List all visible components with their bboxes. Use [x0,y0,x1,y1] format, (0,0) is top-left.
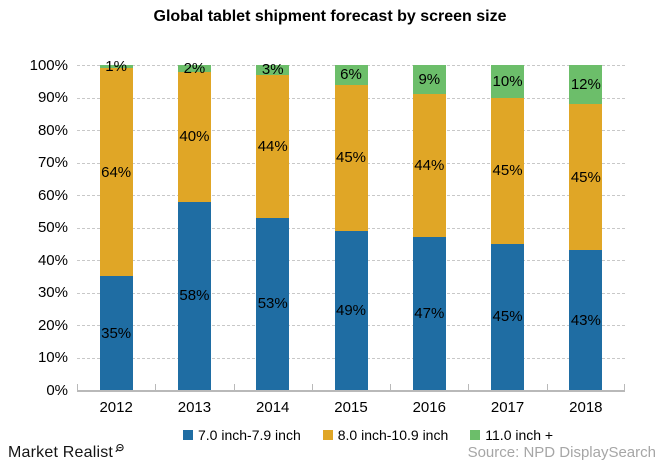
legend-label: 7.0 inch-7.9 inch [198,427,301,443]
bar-value-label: 10% [492,72,523,90]
bar-value-label: 3% [261,61,284,79]
bar-segment-7.0 inch-7.9 inch [177,201,211,390]
y-axis-label-90: 90% [37,89,68,106]
x-axis-label-2016: 2016 [412,399,446,416]
x-axis-label-2014: 2014 [256,399,290,416]
magnifier-icon [114,441,125,459]
bar-segment-11.0 inch + [491,65,525,98]
chart-legend: 7.0 inch-7.9 inch 8.0 inch-10.9 inch 11.0 … [183,427,553,443]
legend-item-8.0 inch-10.9 inch: 8.0 inch-10.9 inch [322,427,449,443]
bar-value-label: 44% [257,137,288,155]
legend-item-7.0 inch-7.9 inch: 7.0 inch-7.9 inch [183,427,301,443]
y-axis-label-30: 30% [37,284,68,301]
x-axis-tick [624,384,625,390]
bar-value-label: 9% [418,71,441,89]
x-axis-tick [233,384,235,390]
bar-2016: 47% 44% 9% [412,65,446,390]
legend-item-11.0 inch +: 11.0 inch + [470,427,553,443]
bar-segment-7.0 inch-7.9 inch [256,217,290,390]
y-axis-label-50: 50% [37,219,68,236]
bar-segment-11.0 inch + [256,65,290,75]
bar-2014: 53% 44% 3% [256,61,290,390]
x-axis-tick [77,384,78,390]
bar-segment-11.0 inch + [569,65,603,104]
y-axis-label-60: 60% [37,186,68,204]
bar-2013: 58% 40% 2% [177,60,211,390]
x-axis-line [77,390,625,392]
bar-segment-7.0 inch-7.9 inch [491,243,525,390]
bar-segment-11.0 inch + [412,65,446,95]
bar-value-label: 45% [492,162,523,180]
brand-logo: Market Realist [8,441,125,462]
y-axis-label-0: 0% [46,381,68,399]
bar-segment-7.0 inch-7.9 inch [334,230,368,390]
bar-segment-8.0 inch-10.9 inch [491,97,525,244]
bar-segment-7.0 inch-7.9 inch [412,237,446,390]
legend-swatch [470,430,481,440]
bar-value-label: 40% [179,128,210,145]
bar-value-label: 1% [105,58,127,76]
bar-segment-8.0 inch-10.9 inch [569,104,603,251]
bar-segment-8.0 inch-10.9 inch [256,74,290,218]
bar-2015: 49% 45% 6% [334,65,368,390]
bar-segment-11.0 inch + [177,65,211,72]
legend-label: 11.0 inch + [485,427,554,443]
y-axis-label-100: 100% [29,56,68,74]
y-axis-label-80: 80% [37,121,68,139]
bar-value-label: 35% [101,324,132,342]
bar-value-label: 47% [414,305,445,323]
bar-segment-11.0 inch + [99,65,133,69]
x-axis-tick [155,384,157,390]
bar-value-label: 45% [570,168,601,186]
legend-swatch [322,430,333,440]
bar-segment-7.0 inch-7.9 inch [99,276,133,390]
x-axis-label-2012: 2012 [99,399,133,416]
bar-2012: 35% 64% 1% [99,58,133,390]
bar-segment-8.0 inch-10.9 inch [177,71,211,202]
y-axis-label-70: 70% [37,154,68,171]
source-attribution: Source: NPD DisplaySearch [467,444,656,461]
bar-value-label: 64% [101,163,132,181]
plot-area: 35% 64% 1% 58% 40% 2% 53% 44% 3% 49% 45% 6% 47% 44% 9%… [77,58,625,392]
bar-value-label: 6% [340,66,362,84]
bar-segment-8.0 inch-10.9 inch [99,68,133,277]
bar-value-label: 53% [257,295,288,313]
x-axis-label-2013: 2013 [177,399,212,416]
bar-segment-8.0 inch-10.9 inch [412,94,446,238]
y-axis-label-40: 40% [37,251,68,269]
x-axis-tick [390,384,392,390]
bar-segment-7.0 inch-7.9 inch [569,250,603,390]
chart-title: Global tablet shipment forecast by scree… [153,8,507,25]
legend-label: 8.0 inch-10.9 inch [337,427,449,443]
bar-value-label: 2% [183,59,206,77]
bar-value-label: 45% [492,308,523,326]
y-axis-label-20: 20% [37,316,68,334]
bar-2017: 45% 45% 10% [491,65,525,390]
bar-value-label: 43% [570,311,601,329]
bar-segment-8.0 inch-10.9 inch [334,84,368,231]
x-axis-label-2017: 2017 [490,399,525,416]
y-axis-label-10: 10% [37,349,68,366]
x-axis-tick [468,384,470,390]
x-axis-tick [311,384,313,390]
legend-swatch [183,430,193,440]
x-axis-label-2018: 2018 [569,399,603,416]
bar-segment-11.0 inch + [334,65,368,85]
brand-logo-text: Market Realist [8,444,114,461]
bar-value-label: 45% [335,149,367,167]
bar-value-label: 44% [414,157,445,175]
bar-value-label: 49% [335,301,367,319]
bar-value-label: 58% [179,287,210,305]
bar-value-label: 12% [570,76,601,93]
x-axis-label-2015: 2015 [334,399,368,416]
bar-2018: 43% 45% 12% [569,65,603,390]
x-axis-tick [546,384,548,390]
